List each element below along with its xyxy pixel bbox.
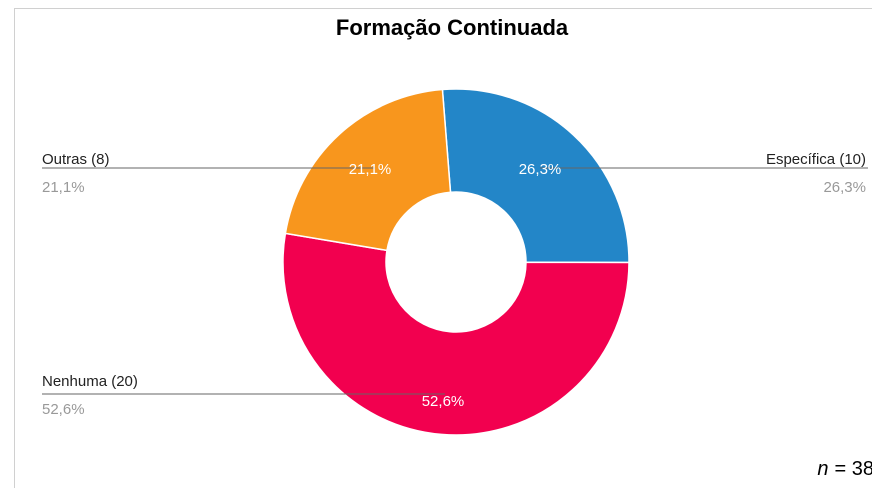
- chart-title: Formação Continuada: [336, 15, 569, 40]
- donut-slice: [284, 88, 452, 252]
- slice-label: 52,6%: [422, 393, 465, 410]
- legend-label: Outras (8): [42, 151, 110, 168]
- annotation: n = 38: [817, 458, 872, 480]
- slice-label: 21,1%: [349, 161, 392, 178]
- donut-slice: [282, 232, 630, 436]
- slice-label: 26,3%: [519, 161, 562, 178]
- legend-value: 21,1%: [42, 179, 85, 196]
- donut-slice: [441, 88, 630, 264]
- legend-label: Específica (10): [766, 151, 866, 168]
- legend-value: 52,6%: [42, 401, 85, 418]
- annotation-symbol: n: [817, 458, 828, 480]
- annotation-text: = 38: [835, 458, 872, 480]
- legend-value: 26,3%: [823, 179, 866, 196]
- legend-label: Nenhuma (20): [42, 373, 138, 390]
